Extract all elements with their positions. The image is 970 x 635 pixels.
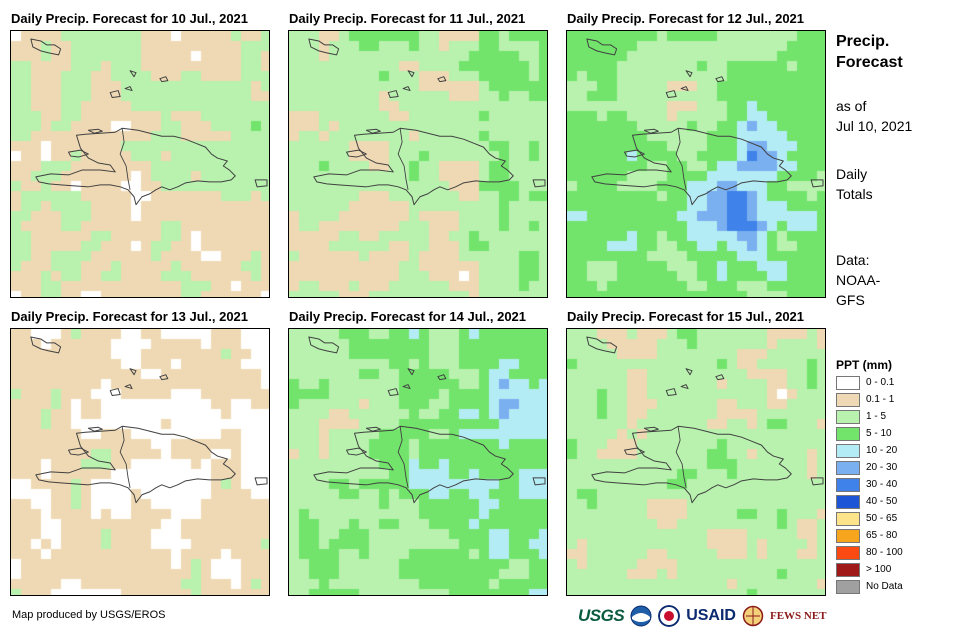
panel-title-1: Daily Precip. Forecast for 10 Jul., 2021 <box>11 11 249 26</box>
legend-label: 0.1 - 1 <box>866 394 895 405</box>
panel-title-3: Daily Precip. Forecast for 12 Jul., 2021 <box>567 11 805 26</box>
legend-swatch <box>836 511 860 526</box>
map-panel-5 <box>288 328 548 596</box>
fews-net-globe-icon <box>742 605 764 627</box>
hispaniola-outline <box>30 336 268 504</box>
map-panel-2 <box>288 30 548 298</box>
side-title-line1: Precip. <box>836 33 890 50</box>
fews-net-logo: FEWS NET <box>769 610 827 622</box>
legend-item: 5 - 10 <box>836 426 892 441</box>
usaid-seal-icon <box>658 605 681 627</box>
legend-swatch <box>836 528 860 543</box>
legend-item: 0 - 0.1 <box>836 375 894 390</box>
legend-swatch <box>836 443 860 458</box>
map-panel-6 <box>566 328 826 596</box>
legend-label: 50 - 65 <box>866 513 898 524</box>
as-of-value: Jul 10, 2021 <box>836 118 913 134</box>
legend-label: No Data <box>866 581 903 592</box>
precip-grid <box>289 31 547 297</box>
legend-swatch <box>836 426 860 441</box>
precip-grid <box>289 329 547 595</box>
panel-title-2: Daily Precip. Forecast for 11 Jul., 2021 <box>289 11 526 26</box>
legend-swatch <box>836 460 860 475</box>
legend-label: 0 - 0.1 <box>866 377 895 388</box>
precip-grid <box>11 329 269 595</box>
legend-label: 10 - 20 <box>866 445 898 456</box>
noaa-seal-icon <box>630 605 652 627</box>
legend-item: 50 - 65 <box>836 511 897 526</box>
precip-grid <box>11 31 269 297</box>
daily-label: Daily <box>836 166 868 182</box>
side-title: Precip. Forecast <box>836 31 903 73</box>
legend-swatch <box>836 409 860 424</box>
hispaniola-outline <box>586 38 824 206</box>
data-source-label: Data: <box>836 252 870 268</box>
legend-label: 80 - 100 <box>866 547 903 558</box>
daily-totals-label: Daily Totals <box>836 164 873 204</box>
legend-item: 80 - 100 <box>836 545 903 560</box>
logo-strip: USGS USAID FEWS NET <box>578 601 827 631</box>
panel-title-4: Daily Precip. Forecast for 13 Jul., 2021 <box>11 309 249 324</box>
precip-grid <box>567 329 825 595</box>
usgs-logo: USGS <box>578 606 625 625</box>
legend-item: No Data <box>836 579 903 594</box>
totals-label: Totals <box>836 186 873 202</box>
legend-item: 20 - 30 <box>836 460 897 475</box>
legend-label: 40 - 50 <box>866 496 898 507</box>
legend-item: 40 - 50 <box>836 494 897 509</box>
hispaniola-outline <box>30 38 268 206</box>
map-panel-4 <box>10 328 270 596</box>
legend-label: 65 - 80 <box>866 530 898 541</box>
legend-item: > 100 <box>836 562 891 577</box>
panel-title-6: Daily Precip. Forecast for 15 Jul., 2021 <box>567 309 805 324</box>
legend-label: > 100 <box>866 564 892 575</box>
usaid-logo: USAID <box>686 607 736 624</box>
legend-swatch <box>836 477 860 492</box>
legend-label: 1 - 5 <box>866 411 887 422</box>
legend-item: 1 - 5 <box>836 409 886 424</box>
legend-swatch <box>836 545 860 560</box>
map-panel-3 <box>566 30 826 298</box>
as-of-date: as of Jul 10, 2021 <box>836 96 912 136</box>
legend-swatch <box>836 375 860 390</box>
legend-swatch <box>836 562 860 577</box>
legend-label: 20 - 30 <box>866 462 898 473</box>
data-source-line2: NOAA- <box>836 272 881 288</box>
map-panel-1 <box>10 30 270 298</box>
legend-item: 10 - 20 <box>836 443 897 458</box>
legend-swatch <box>836 579 860 594</box>
side-title-line2: Forecast <box>836 54 903 71</box>
hispaniola-outline <box>586 336 824 504</box>
legend-item: 65 - 80 <box>836 528 897 543</box>
precip-grid <box>567 31 825 297</box>
legend-item: 0.1 - 1 <box>836 392 894 407</box>
data-source-line3: GFS <box>836 292 865 308</box>
map-credit: Map produced by USGS/EROS <box>12 609 166 621</box>
legend-swatch <box>836 494 860 509</box>
as-of-label: as of <box>836 98 867 114</box>
legend-label: 30 - 40 <box>866 479 898 490</box>
legend-title: PPT (mm) <box>836 358 893 372</box>
legend-item: 30 - 40 <box>836 477 897 492</box>
hispaniola-outline <box>308 38 546 206</box>
hispaniola-outline <box>308 336 546 504</box>
legend-swatch <box>836 392 860 407</box>
data-source: Data: NOAA- GFS <box>836 250 880 310</box>
legend-label: 5 - 10 <box>866 428 892 439</box>
panel-title-5: Daily Precip. Forecast for 14 Jul., 2021 <box>289 309 527 324</box>
